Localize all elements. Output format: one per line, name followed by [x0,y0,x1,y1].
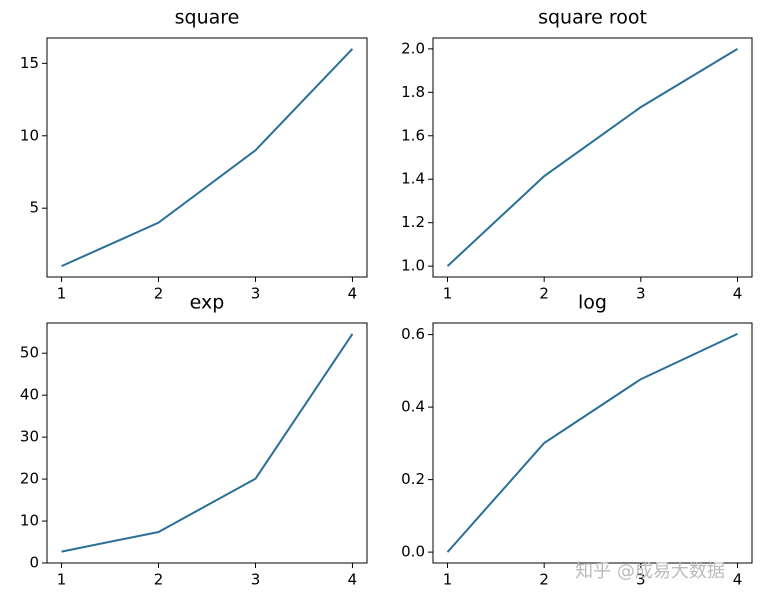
x-tick-label: 3 [636,571,646,589]
y-tick-label: 10 [20,126,39,144]
subplot-title: square [175,7,240,29]
y-tick-label: 0.2 [401,470,425,488]
x-tick-label: 1 [443,571,453,589]
subplot-title: exp [190,292,225,314]
y-tick-label: 0.4 [401,398,425,416]
y-tick-label: 0 [29,554,39,572]
x-tick-label: 4 [733,571,743,589]
subplot-title: log [578,292,607,314]
line [61,333,354,553]
watermark: 知乎 @成易大数据 [575,561,725,582]
line [61,48,354,268]
x-tick-label: 1 [57,571,67,589]
x-tick-label: 4 [733,285,743,303]
axes-frame [46,37,368,278]
y-tick-label: 1.4 [401,170,425,188]
x-tick-label: 3 [251,571,261,589]
y-tick-label: 1.2 [401,213,425,231]
y-tick-label: 30 [20,428,39,446]
y-tick-label: 40 [20,386,39,404]
x-tick-label: 4 [348,285,358,303]
x-tick-label: 2 [539,571,549,589]
x-tick-label: 3 [251,285,261,303]
x-tick-label: 1 [57,285,67,303]
line [446,48,739,267]
line [446,332,738,553]
subplot-title: square root [538,7,647,29]
x-tick-label: 3 [636,285,646,303]
y-tick-label: 50 [20,344,39,362]
x-tick-label: 2 [154,571,164,589]
x-tick-label: 4 [348,571,358,589]
y-tick-label: 5 [29,199,39,217]
y-tick-label: 1.6 [401,126,425,144]
y-tick-label: 0.0 [401,543,425,561]
axes-frame [432,37,753,278]
y-tick-label: 2.0 [401,39,425,57]
y-tick-label: 20 [20,470,39,488]
y-tick-label: 0.6 [401,325,425,343]
y-tick-label: 15 [20,54,39,72]
x-tick-label: 2 [154,285,164,303]
x-tick-label: 1 [443,285,453,303]
axes-frame [432,322,753,564]
y-tick-label: 1.8 [401,83,425,101]
y-tick-label: 10 [20,512,39,530]
axes-frame [46,322,368,564]
x-tick-label: 2 [539,285,549,303]
y-tick-label: 1.0 [401,257,425,275]
